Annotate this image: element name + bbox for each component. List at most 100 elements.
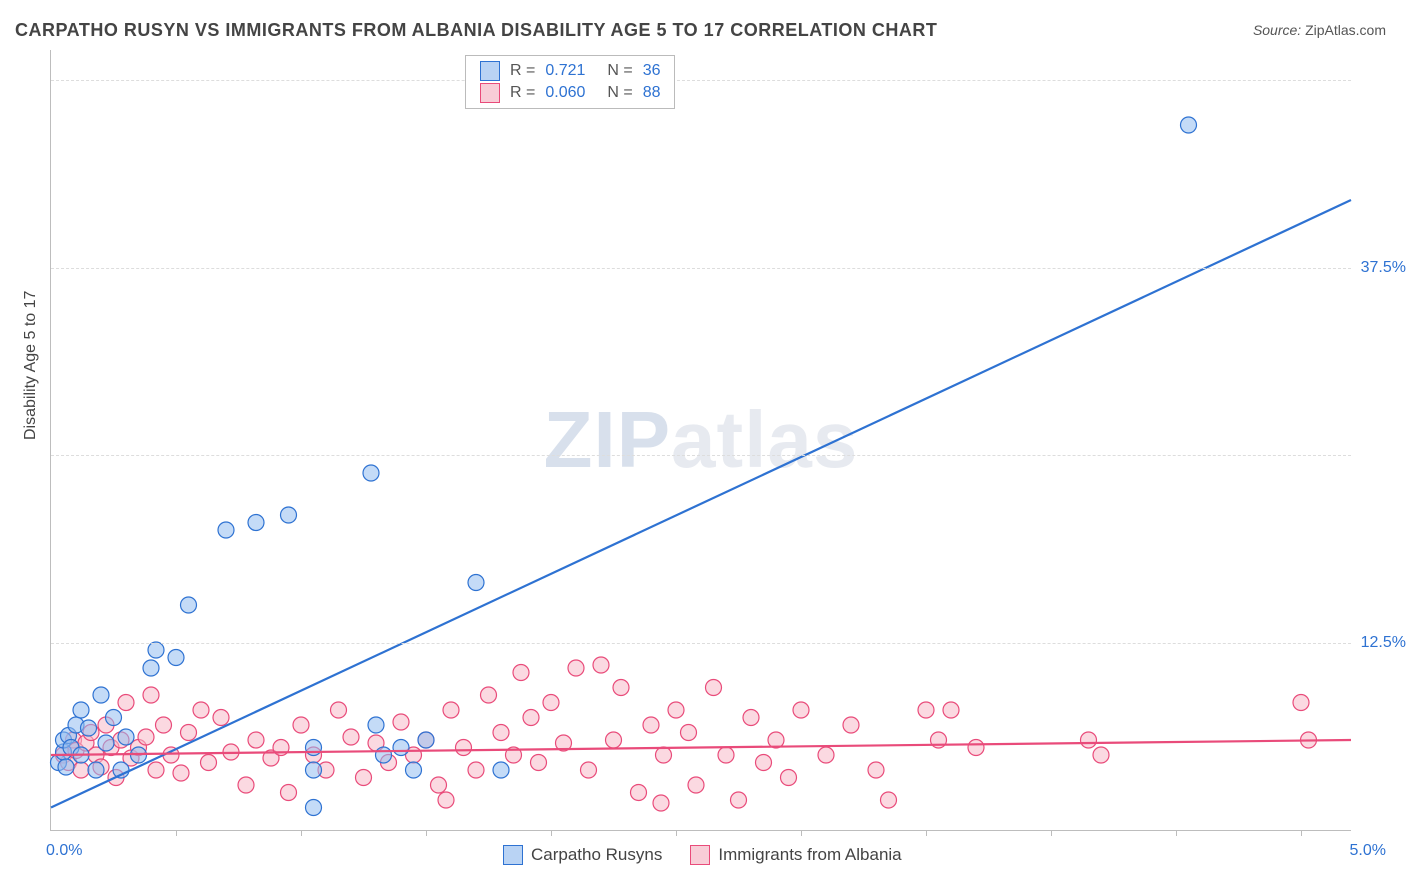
scatter-point bbox=[656, 747, 672, 763]
scatter-point bbox=[393, 714, 409, 730]
scatter-point bbox=[393, 740, 409, 756]
scatter-point bbox=[718, 747, 734, 763]
r-value-0: 0.721 bbox=[545, 62, 597, 80]
legend-bottom-label-0: Carpatho Rusyns bbox=[531, 845, 662, 865]
scatter-point bbox=[523, 710, 539, 726]
scatter-point bbox=[238, 777, 254, 793]
source-value: ZipAtlas.com bbox=[1305, 22, 1386, 38]
scatter-point bbox=[818, 747, 834, 763]
x-tick bbox=[676, 830, 677, 836]
r-value-1: 0.060 bbox=[545, 84, 597, 102]
scatter-point bbox=[1293, 695, 1309, 711]
legend-top-row-1: R = 0.060 N = 88 bbox=[480, 82, 660, 104]
scatter-point bbox=[493, 725, 509, 741]
scatter-point bbox=[431, 777, 447, 793]
swatch-blue-icon bbox=[503, 845, 523, 865]
x-tick bbox=[301, 830, 302, 836]
scatter-point bbox=[293, 717, 309, 733]
scatter-point bbox=[568, 660, 584, 676]
x-tick bbox=[426, 830, 427, 836]
scatter-point bbox=[531, 755, 547, 771]
scatter-point bbox=[118, 729, 134, 745]
scatter-point bbox=[138, 729, 154, 745]
scatter-point bbox=[201, 755, 217, 771]
r-label-0: R = bbox=[510, 62, 535, 80]
gridline bbox=[51, 643, 1351, 644]
scatter-point bbox=[543, 695, 559, 711]
scatter-point bbox=[248, 732, 264, 748]
scatter-point bbox=[148, 762, 164, 778]
scatter-point bbox=[668, 702, 684, 718]
scatter-point bbox=[281, 507, 297, 523]
gridline bbox=[51, 455, 1351, 456]
legend-correlation-box: R = 0.721 N = 36 R = 0.060 N = 88 bbox=[465, 55, 675, 109]
x-tick bbox=[1051, 830, 1052, 836]
scatter-point bbox=[643, 717, 659, 733]
y-axis-label: Disability Age 5 to 17 bbox=[22, 291, 40, 440]
scatter-point bbox=[706, 680, 722, 696]
scatter-point bbox=[843, 717, 859, 733]
legend-bottom-item-0: Carpatho Rusyns bbox=[503, 845, 662, 865]
chart-container: CARPATHO RUSYN VS IMMIGRANTS FROM ALBANI… bbox=[0, 0, 1406, 892]
scatter-point bbox=[213, 710, 229, 726]
scatter-point bbox=[376, 747, 392, 763]
plot-svg bbox=[51, 50, 1351, 830]
scatter-point bbox=[731, 792, 747, 808]
swatch-pink-icon bbox=[480, 83, 500, 103]
n-label-0: N = bbox=[607, 62, 632, 80]
scatter-point bbox=[653, 795, 669, 811]
n-value-1: 88 bbox=[643, 84, 661, 102]
scatter-point bbox=[493, 762, 509, 778]
scatter-point bbox=[168, 650, 184, 666]
legend-bottom-label-1: Immigrants from Albania bbox=[718, 845, 901, 865]
y-tick-label: 37.5% bbox=[1361, 259, 1406, 277]
scatter-point bbox=[98, 735, 114, 751]
source-label: Source: bbox=[1253, 22, 1301, 38]
chart-title: CARPATHO RUSYN VS IMMIGRANTS FROM ALBANI… bbox=[15, 20, 937, 41]
scatter-point bbox=[218, 522, 234, 538]
scatter-point bbox=[606, 732, 622, 748]
scatter-point bbox=[481, 687, 497, 703]
scatter-point bbox=[343, 729, 359, 745]
scatter-point bbox=[88, 762, 104, 778]
legend-bottom-item-1: Immigrants from Albania bbox=[690, 845, 901, 865]
scatter-point bbox=[468, 575, 484, 591]
scatter-point bbox=[918, 702, 934, 718]
scatter-point bbox=[181, 597, 197, 613]
scatter-point bbox=[363, 465, 379, 481]
swatch-blue-icon bbox=[480, 61, 500, 81]
scatter-point bbox=[368, 717, 384, 733]
scatter-point bbox=[868, 762, 884, 778]
scatter-point bbox=[756, 755, 772, 771]
scatter-point bbox=[581, 762, 597, 778]
scatter-point bbox=[356, 770, 372, 786]
scatter-point bbox=[73, 702, 89, 718]
r-label-1: R = bbox=[510, 84, 535, 102]
x-tick bbox=[801, 830, 802, 836]
scatter-point bbox=[173, 765, 189, 781]
scatter-point bbox=[943, 702, 959, 718]
scatter-point bbox=[418, 732, 434, 748]
x-tick bbox=[1176, 830, 1177, 836]
x-tick bbox=[926, 830, 927, 836]
regression-line bbox=[51, 200, 1351, 808]
scatter-point bbox=[456, 740, 472, 756]
scatter-point bbox=[118, 695, 134, 711]
x-tick bbox=[551, 830, 552, 836]
scatter-point bbox=[688, 777, 704, 793]
regression-line bbox=[51, 740, 1351, 755]
scatter-point bbox=[143, 660, 159, 676]
scatter-point bbox=[443, 702, 459, 718]
scatter-point bbox=[468, 762, 484, 778]
scatter-point bbox=[148, 642, 164, 658]
scatter-point bbox=[193, 702, 209, 718]
scatter-point bbox=[306, 762, 322, 778]
scatter-point bbox=[143, 687, 159, 703]
x-tick-label-end: 5.0% bbox=[1350, 842, 1386, 860]
scatter-point bbox=[181, 725, 197, 741]
scatter-point bbox=[613, 680, 629, 696]
scatter-point bbox=[106, 710, 122, 726]
swatch-pink-icon bbox=[690, 845, 710, 865]
plot-area: ZIPatlas 12.5%37.5% bbox=[50, 50, 1351, 831]
scatter-point bbox=[1093, 747, 1109, 763]
